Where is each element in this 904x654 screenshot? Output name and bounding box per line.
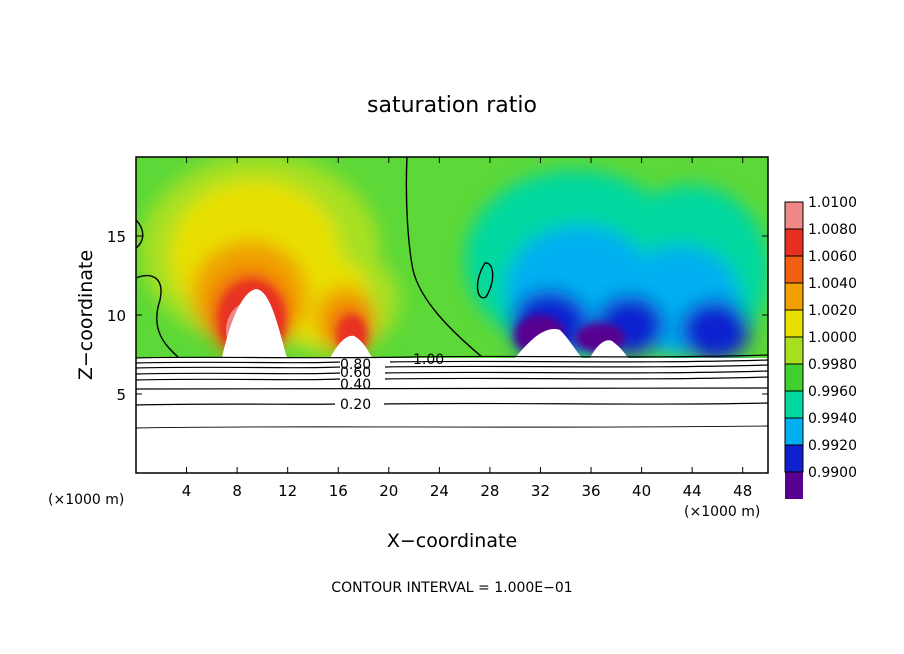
colorbar-label: 1.0020 xyxy=(808,303,857,319)
x-tick-label: 8 xyxy=(232,482,242,500)
colorbar-swatch xyxy=(785,229,803,256)
colorbar-swatch xyxy=(785,445,803,472)
colorbar-label: 0.9940 xyxy=(808,411,857,427)
contour-label-0-40: 0.40 xyxy=(340,377,371,393)
contour-label-0-60: 0.60 xyxy=(340,365,371,381)
colorbar-label: 1.0100 xyxy=(808,195,857,211)
y-tick-marks xyxy=(136,235,768,395)
y-tick-label: 15 xyxy=(107,228,126,246)
colorbar-swatch xyxy=(785,310,803,337)
colorbar: 1.0100 1.0080 1.0060 1.0040 1.0020 1.0000 0.99… xyxy=(784,195,857,499)
x-tick-label: 36 xyxy=(581,482,600,500)
colorbar-swatch xyxy=(785,256,803,283)
colorbar-swatch xyxy=(785,202,803,229)
y-tick-labels: 5 10 15 xyxy=(107,228,126,404)
y-tick-label: 5 xyxy=(116,386,126,404)
x-tick-label: 4 xyxy=(182,482,192,500)
colorbar-label: 1.0060 xyxy=(808,249,857,265)
x-tick-label: 28 xyxy=(480,482,499,500)
colorbar-swatch xyxy=(785,364,803,391)
colorbar-swatch xyxy=(785,418,803,445)
x-tick-label: 20 xyxy=(379,482,398,500)
x-axis-title: X−coordinate xyxy=(387,530,517,552)
plot-area: 1.00 0.80 0.60 0.40 0.20 4 8 12 16 20 24 28 32 3… xyxy=(107,156,769,500)
y-tick-label: 10 xyxy=(107,307,126,325)
contour-labels: 1.00 0.80 0.60 0.40 0.20 xyxy=(340,352,444,413)
contour-interval-note: CONTOUR INTERVAL = 1.000E−01 xyxy=(331,580,572,596)
contour-lines-lower xyxy=(135,354,769,429)
x-tick-label: 16 xyxy=(329,482,348,500)
contour-label-0-80: 0.80 xyxy=(340,357,371,373)
x-tick-label: 24 xyxy=(430,482,449,500)
x-axis-unit: (×1000 m) xyxy=(684,504,760,520)
x-tick-label: 40 xyxy=(632,482,651,500)
chart-title: saturation ratio xyxy=(367,93,537,118)
contour-label-0-20: 0.20 xyxy=(340,397,371,413)
x-tick-label: 44 xyxy=(683,482,702,500)
x-tick-marks xyxy=(186,157,744,473)
contour-label-1-00: 1.00 xyxy=(413,352,444,368)
colorbar-label: 0.9920 xyxy=(808,438,857,454)
colorbar-swatch xyxy=(785,337,803,364)
x-tick-label: 48 xyxy=(733,482,752,500)
colorbar-label: 0.9960 xyxy=(808,384,857,400)
colorbar-swatch xyxy=(785,391,803,418)
contour-1-00 xyxy=(135,156,494,358)
x-tick-labels: 4 8 12 16 20 24 28 32 36 40 44 48 xyxy=(182,482,752,500)
x-tick-label: 32 xyxy=(531,482,550,500)
colorbar-label: 1.0080 xyxy=(808,222,857,238)
colorbar-label: 0.9980 xyxy=(808,357,857,373)
saturation-field xyxy=(136,157,768,358)
colorbar-swatch xyxy=(785,283,803,310)
x-tick-label: 12 xyxy=(278,482,297,500)
y-axis-title: Z−coordinate xyxy=(75,250,97,380)
colorbar-label: 1.0040 xyxy=(808,276,857,292)
y-axis-unit: (×1000 m) xyxy=(48,492,124,508)
colorbar-label: 1.0000 xyxy=(808,330,857,346)
colorbar-label: 0.9900 xyxy=(808,465,857,481)
colorbar-swatch xyxy=(785,472,803,499)
